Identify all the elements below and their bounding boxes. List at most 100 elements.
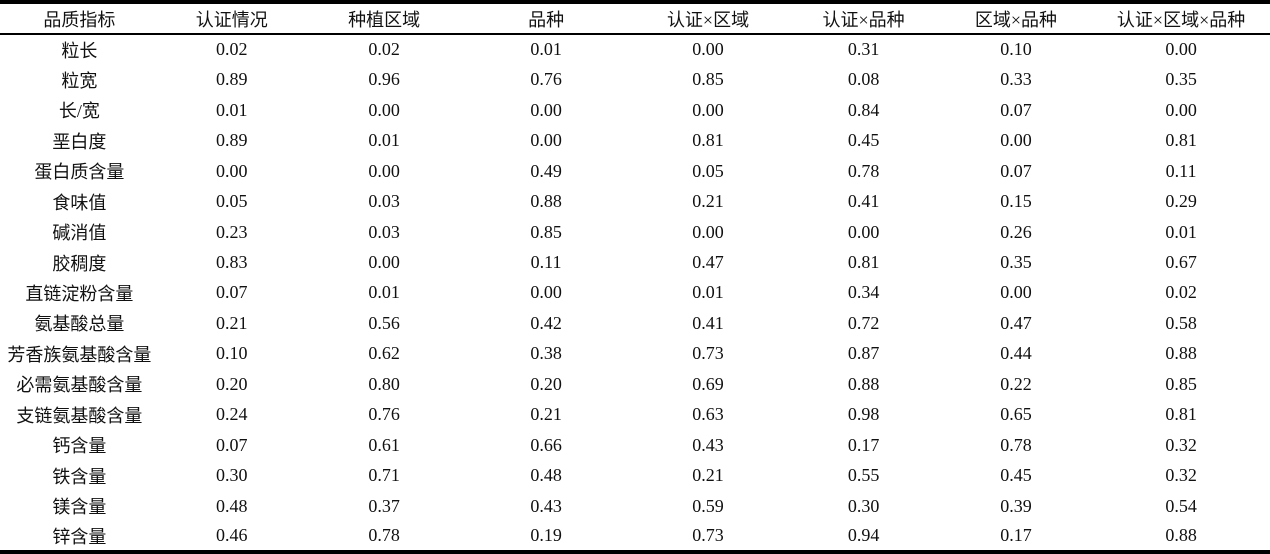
value-cell: 0.66 <box>530 434 562 455</box>
value-cell: 0.46 <box>216 525 248 546</box>
value-cell: 0.44 <box>1000 343 1032 364</box>
value-cell: 0.35 <box>1165 69 1197 90</box>
value-cell: 0.11 <box>530 252 562 273</box>
value-cell: 0.37 <box>368 495 400 516</box>
value-cell: 0.00 <box>530 99 562 120</box>
table-row: 镁含量 0.48 0.37 0.43 0.59 0.30 0.39 0.54 <box>0 491 1270 521</box>
row-label: 垩白度 <box>52 131 107 152</box>
value-cell: 0.78 <box>1000 434 1032 455</box>
value-cell: 0.96 <box>368 69 400 90</box>
value-cell: 0.24 <box>216 404 248 425</box>
value-cell: 0.07 <box>216 434 248 455</box>
value-cell: 0.20 <box>530 373 562 394</box>
value-cell: 0.38 <box>530 343 562 364</box>
value-cell: 0.01 <box>530 39 562 60</box>
value-cell: 0.71 <box>368 465 400 486</box>
row-label: 食味值 <box>52 192 107 213</box>
value-cell: 0.00 <box>216 160 248 181</box>
value-cell: 0.21 <box>530 404 562 425</box>
value-cell: 0.21 <box>692 191 724 212</box>
value-cell: 0.69 <box>692 373 724 394</box>
value-cell: 0.56 <box>368 312 400 333</box>
value-cell: 0.88 <box>530 191 562 212</box>
table-row: 长/宽 0.01 0.00 0.00 0.00 0.84 0.07 0.00 <box>0 95 1270 125</box>
value-cell: 0.55 <box>847 465 880 486</box>
value-cell: 0.43 <box>530 495 562 516</box>
table-row: 必需氨基酸含量 0.20 0.80 0.20 0.69 0.88 0.22 0.85 <box>0 369 1270 399</box>
value-cell: 0.61 <box>368 434 400 455</box>
table-row: 锌含量 0.46 0.78 0.19 0.73 0.94 0.17 0.88 <box>0 522 1270 553</box>
column-header: 区域×品种 <box>974 9 1058 30</box>
value-cell: 0.05 <box>692 160 724 181</box>
row-label: 碱消值 <box>52 223 107 244</box>
value-cell: 0.07 <box>1000 99 1032 120</box>
value-cell: 0.00 <box>1000 282 1032 303</box>
value-cell: 0.43 <box>692 434 724 455</box>
value-cell: 0.07 <box>216 282 248 303</box>
value-cell: 0.03 <box>368 191 400 212</box>
table-row: 粒宽 0.89 0.96 0.76 0.85 0.08 0.33 0.35 <box>0 64 1270 94</box>
table-row: 铁含量 0.30 0.71 0.48 0.21 0.55 0.45 0.32 <box>0 461 1270 491</box>
row-label: 必需氨基酸含量 <box>16 375 143 396</box>
table-row: 蛋白质含量 0.00 0.00 0.49 0.05 0.78 0.07 0.11 <box>0 156 1270 186</box>
value-cell: 0.54 <box>1165 495 1197 516</box>
column-header: 认证情况 <box>195 9 268 30</box>
value-cell: 0.00 <box>368 99 400 120</box>
value-cell: 0.58 <box>1165 312 1197 333</box>
value-cell: 0.10 <box>216 343 248 364</box>
value-cell: 0.73 <box>692 343 724 364</box>
value-cell: 0.59 <box>692 495 724 516</box>
value-cell: 0.81 <box>692 130 724 151</box>
value-cell: 0.00 <box>1165 99 1197 120</box>
value-cell: 0.85 <box>692 69 724 90</box>
value-cell: 0.32 <box>1165 434 1197 455</box>
table-row: 垩白度 0.89 0.01 0.00 0.81 0.45 0.00 0.81 <box>0 125 1270 155</box>
value-cell: 0.88 <box>1165 525 1197 546</box>
table-row: 直链淀粉含量 0.07 0.01 0.00 0.01 0.34 0.00 0.02 <box>0 278 1270 308</box>
value-cell: 0.67 <box>1165 252 1197 273</box>
value-cell: 0.84 <box>847 99 880 120</box>
value-cell: 0.00 <box>368 252 400 273</box>
value-cell: 0.80 <box>368 373 400 394</box>
value-cell: 0.01 <box>1165 221 1197 242</box>
value-cell: 0.41 <box>692 312 724 333</box>
value-cell: 0.42 <box>530 312 562 333</box>
value-cell: 0.83 <box>216 252 248 273</box>
value-cell: 0.65 <box>1000 404 1032 425</box>
value-cell: 0.34 <box>847 282 880 303</box>
row-label: 直链淀粉含量 <box>25 283 134 304</box>
row-label: 钙含量 <box>52 436 107 457</box>
value-cell: 0.62 <box>368 343 400 364</box>
value-cell: 0.08 <box>847 69 880 90</box>
value-cell: 0.81 <box>1165 404 1197 425</box>
table-row: 碱消值 0.23 0.03 0.85 0.00 0.00 0.26 0.01 <box>0 217 1270 247</box>
row-label: 芳香族氨基酸含量 <box>7 344 152 365</box>
value-cell: 0.35 <box>1000 252 1032 273</box>
value-cell: 0.01 <box>216 99 248 120</box>
value-cell: 0.41 <box>847 191 880 212</box>
value-cell: 0.00 <box>1000 130 1032 151</box>
value-cell: 0.76 <box>530 69 562 90</box>
value-cell: 0.02 <box>368 39 400 60</box>
value-cell: 0.73 <box>692 525 724 546</box>
value-cell: 0.47 <box>1000 312 1032 333</box>
value-cell: 0.01 <box>368 282 400 303</box>
value-cell: 0.00 <box>1165 39 1197 60</box>
value-cell: 0.76 <box>368 404 400 425</box>
value-cell: 0.47 <box>692 252 724 273</box>
table-row: 支链氨基酸含量 0.24 0.76 0.21 0.63 0.98 0.65 0.81 <box>0 400 1270 430</box>
row-label: 粒宽 <box>61 70 98 91</box>
value-cell: 0.21 <box>216 312 248 333</box>
row-label: 氨基酸总量 <box>34 314 125 335</box>
value-cell: 0.00 <box>692 99 724 120</box>
value-cell: 0.11 <box>1165 160 1197 181</box>
value-cell: 0.39 <box>1000 495 1032 516</box>
value-cell: 0.81 <box>1165 130 1197 151</box>
value-cell: 0.05 <box>216 191 248 212</box>
value-cell: 0.00 <box>692 221 724 242</box>
value-cell: 0.85 <box>530 221 562 242</box>
table-row: 食味值 0.05 0.03 0.88 0.21 0.41 0.15 0.29 <box>0 186 1270 216</box>
value-cell: 0.45 <box>847 130 880 151</box>
value-cell: 0.63 <box>692 404 724 425</box>
